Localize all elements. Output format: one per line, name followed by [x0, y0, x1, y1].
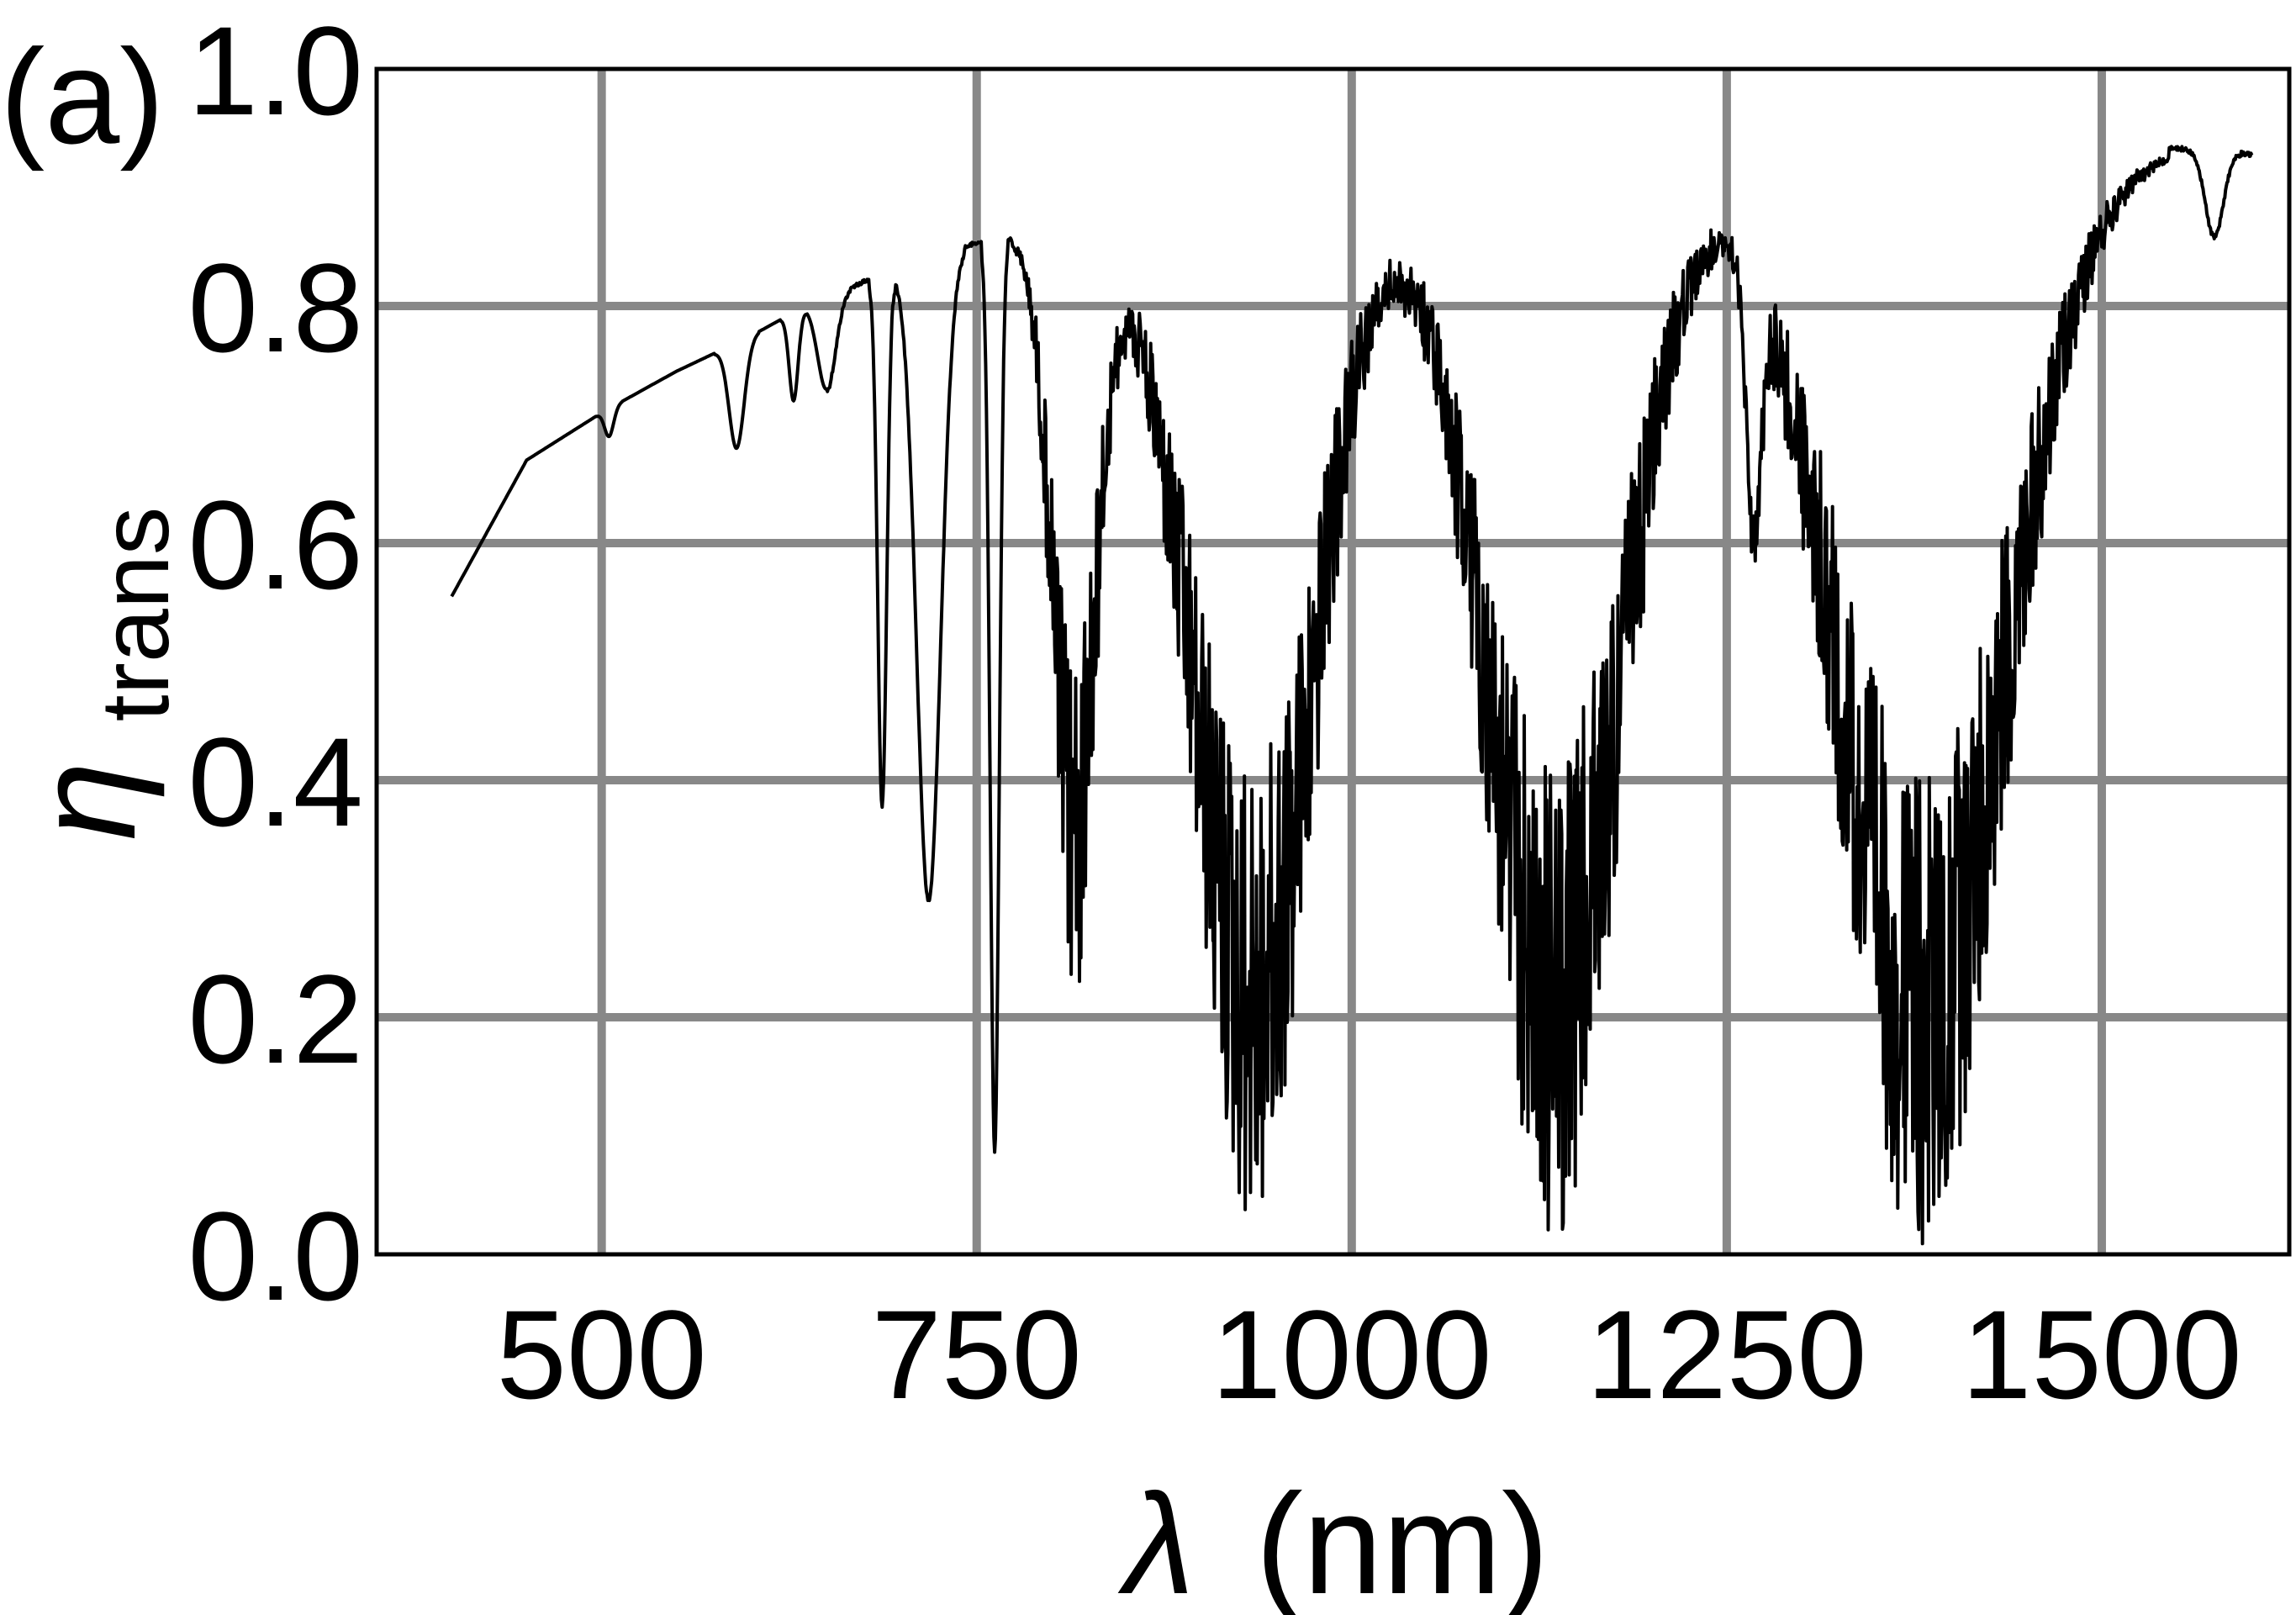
x-axis-unit: (nm)	[1255, 1465, 1549, 1615]
y-axis-label: η trans	[6, 507, 189, 841]
x-tick-label-1500: 1500	[1961, 1284, 2242, 1425]
y-tick-label-0-4: 0.4	[187, 711, 363, 852]
plot-frame	[374, 66, 2292, 1257]
x-tick-label-1250: 1250	[1586, 1284, 1867, 1425]
x-tick-label-1000: 1000	[1211, 1284, 1492, 1425]
x-axis-symbol: λ	[1117, 1465, 1195, 1615]
y-axis-symbol: η	[6, 762, 166, 841]
panel-label: (a)	[0, 21, 165, 172]
x-tick-label-500: 500	[497, 1284, 707, 1425]
y-axis-subscript: trans	[82, 507, 189, 722]
y-tick-label-0-6: 0.6	[187, 474, 363, 615]
y-tick-label-0-8: 0.8	[187, 237, 363, 378]
grid-lines	[377, 69, 2289, 1254]
x-tick-label-750: 750	[872, 1284, 1082, 1425]
y-tick-label-0-2: 0.2	[187, 948, 363, 1090]
x-axis-label: λ (nm)	[1117, 1465, 1549, 1615]
series-line-transmission	[450, 145, 2254, 1246]
x-tick-labels: 500 750 1000 1250 1500	[497, 1284, 2242, 1425]
y-tick-label-0: 0.0	[187, 1185, 363, 1327]
y-tick-labels: 0.0 0.2 0.4 0.6 0.8 1.0	[187, 0, 363, 1327]
y-tick-label-1: 1.0	[187, 0, 363, 141]
